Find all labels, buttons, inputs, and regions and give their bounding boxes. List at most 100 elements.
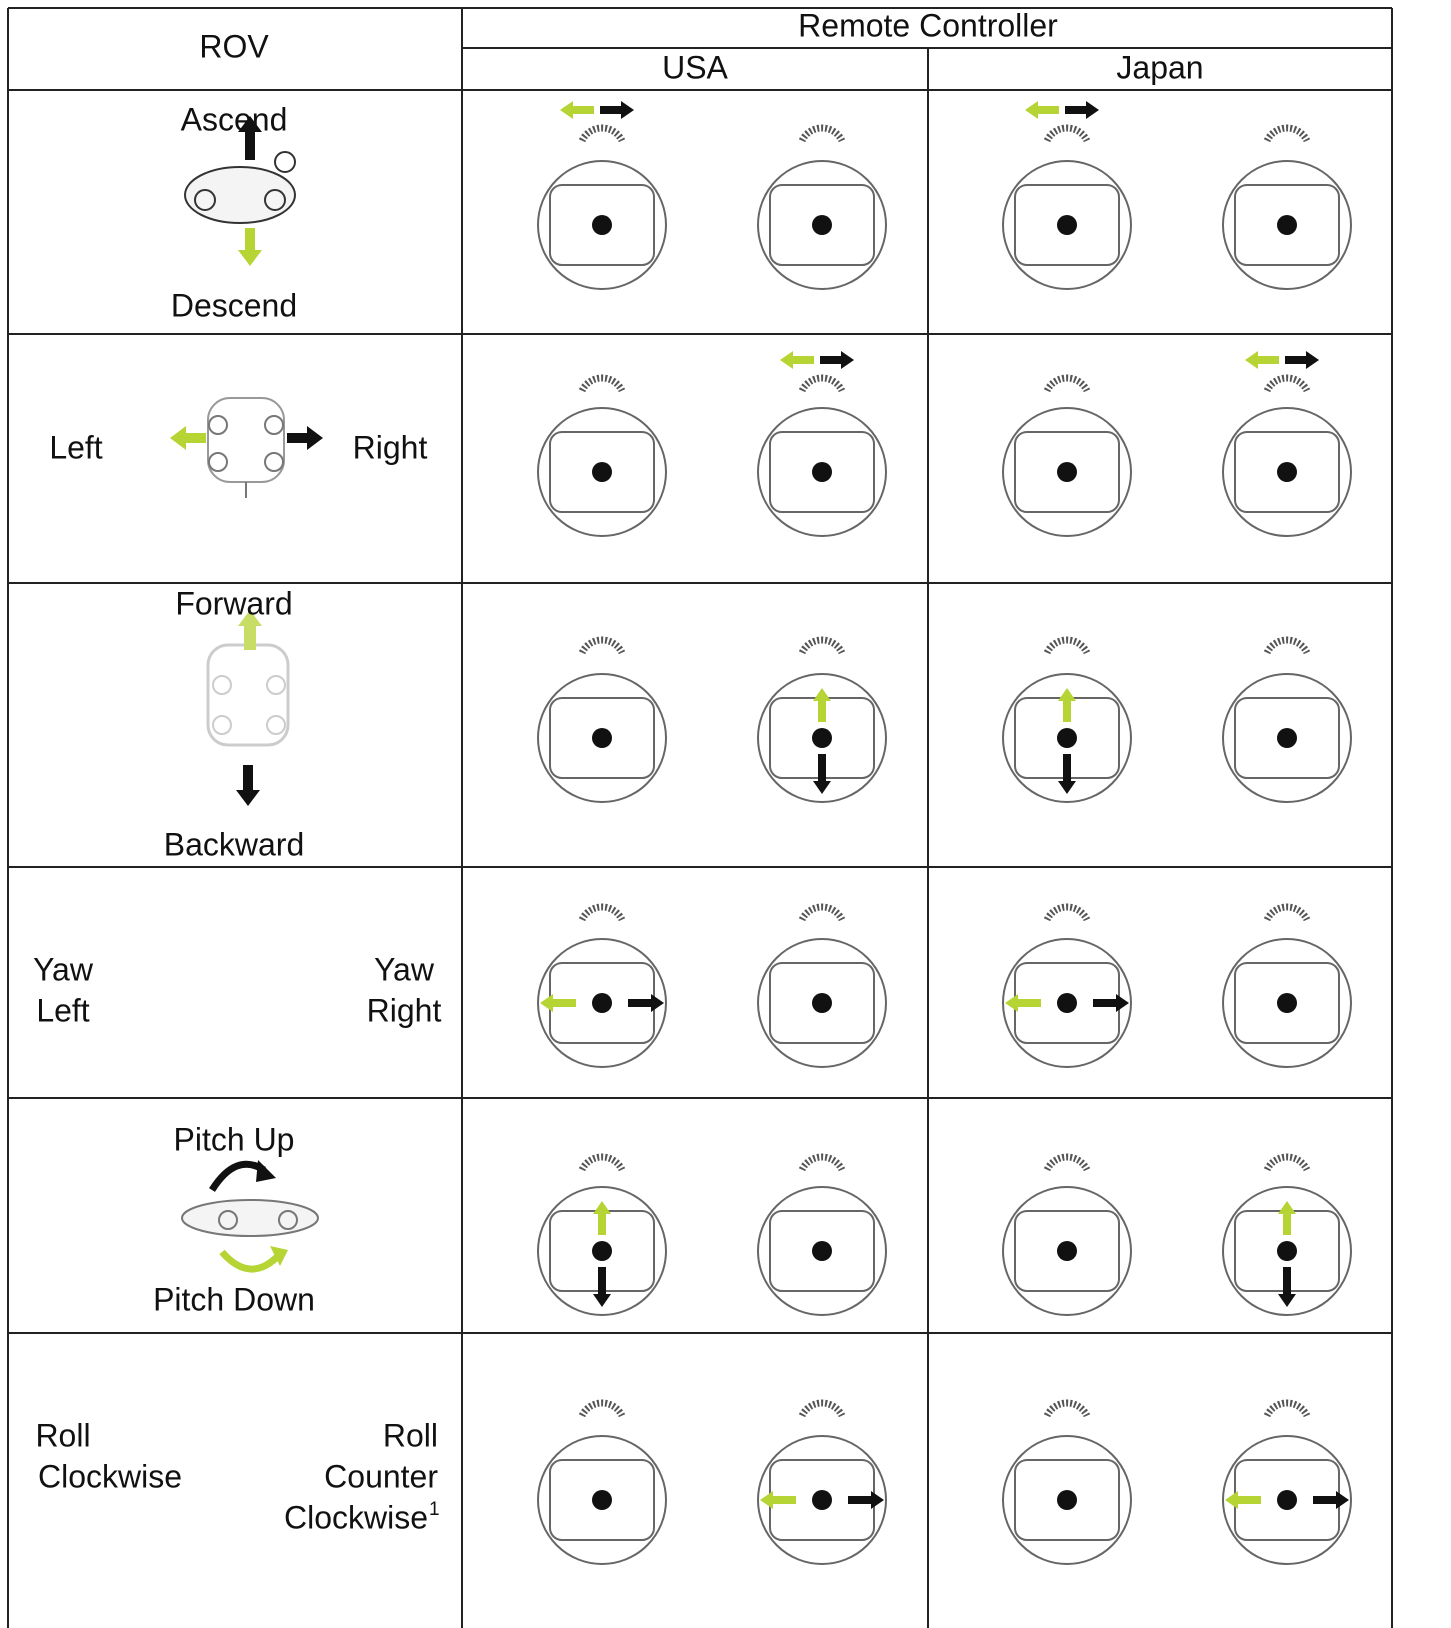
arrow [1313, 1491, 1349, 1509]
row-label: Yaw [374, 951, 435, 987]
rov-icons [170, 116, 323, 1273]
joystick [1222, 636, 1352, 803]
arrow [1005, 994, 1041, 1012]
stick-ring [537, 938, 667, 1068]
stick-dot [592, 1490, 612, 1510]
stick-ring [757, 160, 887, 290]
row-label: Right [367, 992, 442, 1028]
dial [1263, 124, 1311, 143]
stick-dot [592, 1241, 612, 1261]
stick-dot [1277, 462, 1297, 482]
dial [798, 903, 846, 922]
row-label: Forward [175, 585, 292, 621]
joystick [757, 374, 887, 537]
dial [1043, 1399, 1091, 1418]
stick-dot [592, 728, 612, 748]
dial [1263, 903, 1311, 922]
joystick [757, 1153, 887, 1316]
stick-dot [812, 728, 832, 748]
stick-ring [537, 160, 667, 290]
stick-pad [1014, 431, 1120, 513]
stick-pad [549, 431, 655, 513]
row-label: Ascend [181, 101, 288, 137]
row-label: Roll [35, 1417, 90, 1453]
dial [1043, 374, 1091, 393]
row-label: Backward [164, 826, 305, 862]
stick-pad [1234, 962, 1340, 1044]
stick-pad [1014, 1459, 1120, 1541]
row-label: Pitch Down [153, 1281, 315, 1317]
dial [798, 374, 846, 393]
stick-dot [812, 1241, 832, 1261]
joystick [1222, 1399, 1352, 1565]
stick-dot [592, 462, 612, 482]
stick-ring [757, 1186, 887, 1316]
dial [1263, 1153, 1311, 1172]
stick-pad [549, 697, 655, 779]
joystick [537, 1399, 667, 1565]
joystick [537, 636, 667, 803]
row-label: Counter [324, 1458, 438, 1494]
stick-dot [1277, 1490, 1297, 1510]
dial [1263, 636, 1311, 655]
stick-dot [1057, 993, 1077, 1013]
joystick [1002, 374, 1132, 537]
dial [798, 1153, 846, 1172]
stick-dot [592, 993, 612, 1013]
stick-pad [769, 962, 875, 1044]
joystick [757, 903, 887, 1068]
stick-pad [769, 431, 875, 513]
stick-dot [1277, 993, 1297, 1013]
stick-dot [812, 215, 832, 235]
stick-ring [537, 673, 667, 803]
dial [1043, 124, 1091, 143]
arrow [848, 1491, 884, 1509]
arrow [628, 994, 664, 1012]
stick-ring [757, 407, 887, 537]
arrow [1278, 1201, 1296, 1235]
joystick [757, 1399, 887, 1565]
stick-dot [1057, 215, 1077, 235]
dial [798, 636, 846, 655]
header-usa: USA [662, 49, 728, 85]
arrow [760, 1491, 796, 1509]
row-label: Roll [383, 1417, 438, 1453]
stick-ring [537, 1435, 667, 1565]
dial [1043, 903, 1091, 922]
joystick [1002, 124, 1132, 290]
arrow [780, 351, 814, 369]
stick-ring [1222, 938, 1352, 1068]
stick-ring [1222, 1435, 1352, 1565]
arrow [1225, 1491, 1261, 1509]
arrow [1278, 1267, 1296, 1307]
stick-pad [549, 1459, 655, 1541]
table-grid [7, 7, 1393, 1628]
stick-ring [1002, 1186, 1132, 1316]
stick-ring [1222, 407, 1352, 537]
arrow [1065, 101, 1099, 119]
stick-dot [592, 215, 612, 235]
row-label: Clockwise [38, 1458, 182, 1494]
row-label: Clockwise [284, 1499, 428, 1535]
stick-pad [769, 184, 875, 266]
arrow [820, 351, 854, 369]
row-label: Right [353, 429, 428, 465]
stick-ring [537, 1186, 667, 1316]
joystick [1002, 1153, 1132, 1316]
joystick [537, 374, 667, 537]
arrow [600, 101, 634, 119]
stick-dot [1057, 1490, 1077, 1510]
stick-ring [1002, 1435, 1132, 1565]
stick-dot [812, 993, 832, 1013]
arrow [540, 994, 576, 1012]
joystick [537, 124, 667, 290]
stick-ring [757, 1435, 887, 1565]
arrow [1285, 351, 1319, 369]
dial [578, 124, 626, 143]
row-label: Left [49, 429, 102, 465]
dial [1263, 374, 1311, 393]
stick-dot [812, 462, 832, 482]
arrow [1058, 754, 1076, 794]
dial [1043, 636, 1091, 655]
